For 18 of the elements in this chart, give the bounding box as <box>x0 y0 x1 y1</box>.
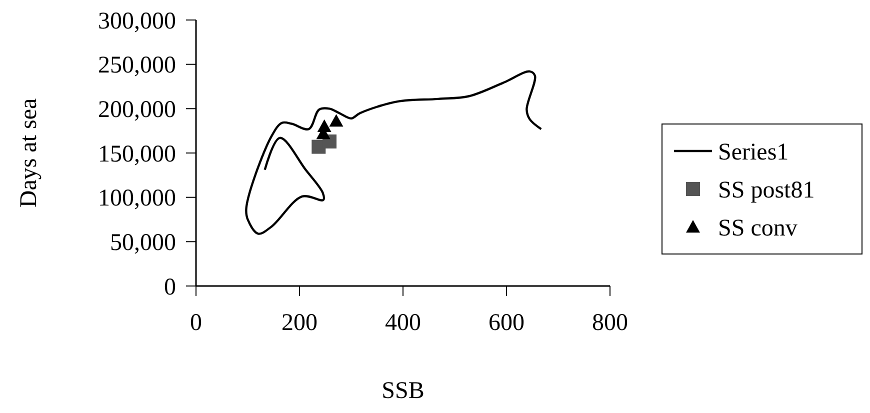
y-tick-label: 150,000 <box>98 141 176 168</box>
x-tick-label: 200 <box>282 310 318 336</box>
x-tick-label: 0 <box>190 310 202 336</box>
legend-label: SS conv <box>718 215 798 242</box>
line-series <box>245 70 542 235</box>
legend-label: Series1 <box>718 139 789 166</box>
y-tick-label: 250,000 <box>98 52 176 79</box>
y-tick-label: 300,000 <box>98 8 176 34</box>
y-tick-label: 200,000 <box>98 97 176 124</box>
y-tick-label: 100,000 <box>98 186 176 212</box>
x-tick-label: 400 <box>385 310 421 336</box>
legend-label: SS post81 <box>718 177 815 204</box>
x-tick-label: 800 <box>592 310 628 336</box>
x-tick-label: 600 <box>488 310 524 336</box>
x-axis-title: SSB <box>382 378 424 404</box>
y-tick-label: 50,000 <box>110 230 176 256</box>
y-tick-label: 0 <box>164 274 176 300</box>
y-axis-title: Days at sea <box>16 98 42 208</box>
